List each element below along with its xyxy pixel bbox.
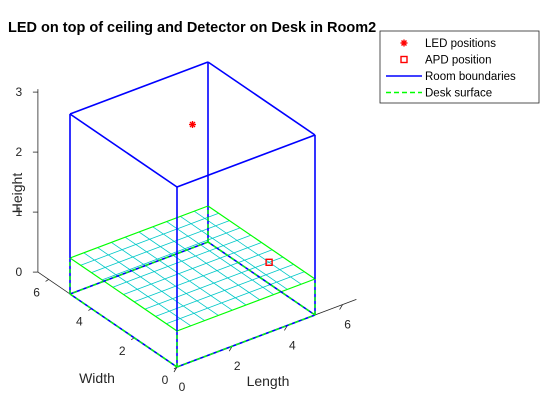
markers-layer <box>189 121 273 266</box>
apd-marker <box>265 258 273 266</box>
room-edge <box>69 61 209 115</box>
room-edge <box>69 113 178 188</box>
led-marker <box>189 121 196 128</box>
x-axis-label: Length <box>247 373 290 389</box>
desk-grid-line <box>193 210 302 285</box>
legend-entry: Room boundaries <box>386 71 516 83</box>
y-tick-label: 2 <box>119 344 126 358</box>
desk-edge <box>69 257 178 332</box>
legend-label: LED positions <box>425 38 496 50</box>
z-tick-label: 3 <box>16 85 23 99</box>
led-marker-stroke <box>189 121 196 128</box>
x-tick <box>339 304 343 310</box>
desk-grid-line <box>152 226 261 301</box>
z-tick-label: 1 <box>16 205 23 219</box>
x-tick-label: 2 <box>234 359 241 373</box>
room-edge <box>207 61 316 136</box>
z-tick-label: 2 <box>16 145 23 159</box>
legend: LED positions APD position Room boundaries… <box>379 30 540 104</box>
desk-surface <box>69 205 316 332</box>
legend-entry: Desk surface <box>386 88 492 100</box>
desk-grid-line <box>112 234 251 288</box>
legend-label: APD position <box>425 55 491 67</box>
y-tick-label: 4 <box>76 315 83 329</box>
desk-edge-dashed <box>207 241 316 316</box>
desk-grid-line <box>180 216 288 290</box>
room-edge <box>176 134 316 188</box>
legend-swatch-square <box>400 55 408 64</box>
desk-edge-dashed <box>69 293 178 368</box>
desk-grid-line <box>80 212 219 266</box>
x-tick-label: 6 <box>344 318 351 332</box>
x-tick <box>173 366 178 373</box>
desk-grid-line <box>91 220 230 273</box>
desk-edge <box>207 205 316 280</box>
desk-edge-dashed <box>69 241 209 295</box>
x-tick-label: 4 <box>289 338 296 352</box>
axes-layer <box>32 89 357 373</box>
legend-swatch-asterisk <box>401 40 407 46</box>
desk-grid-line <box>123 242 262 295</box>
y-tick-label: 0 <box>162 373 169 387</box>
z-tick-label: 0 <box>16 265 23 279</box>
legend-entry: LED positions <box>400 38 496 50</box>
desk-grid-line <box>166 221 274 295</box>
legend-entry: APD position <box>400 55 491 67</box>
y-tick-label: 6 <box>33 285 40 299</box>
chart-title: LED on top of ceiling and Detector on De… <box>8 20 376 36</box>
y-tick <box>45 279 49 282</box>
legend-label: Desk surface <box>425 88 492 100</box>
desk-grid-line <box>101 227 241 281</box>
y-axis-label: Width <box>79 370 115 386</box>
desk-edge-dashed <box>176 314 316 368</box>
desk-edge <box>176 278 316 332</box>
x-tick-label: 0 <box>179 380 186 394</box>
z-axis-label: Height <box>9 173 25 214</box>
legend-label: Room boundaries <box>425 71 516 83</box>
room-boundaries <box>69 61 316 368</box>
desk-edge <box>69 205 209 259</box>
